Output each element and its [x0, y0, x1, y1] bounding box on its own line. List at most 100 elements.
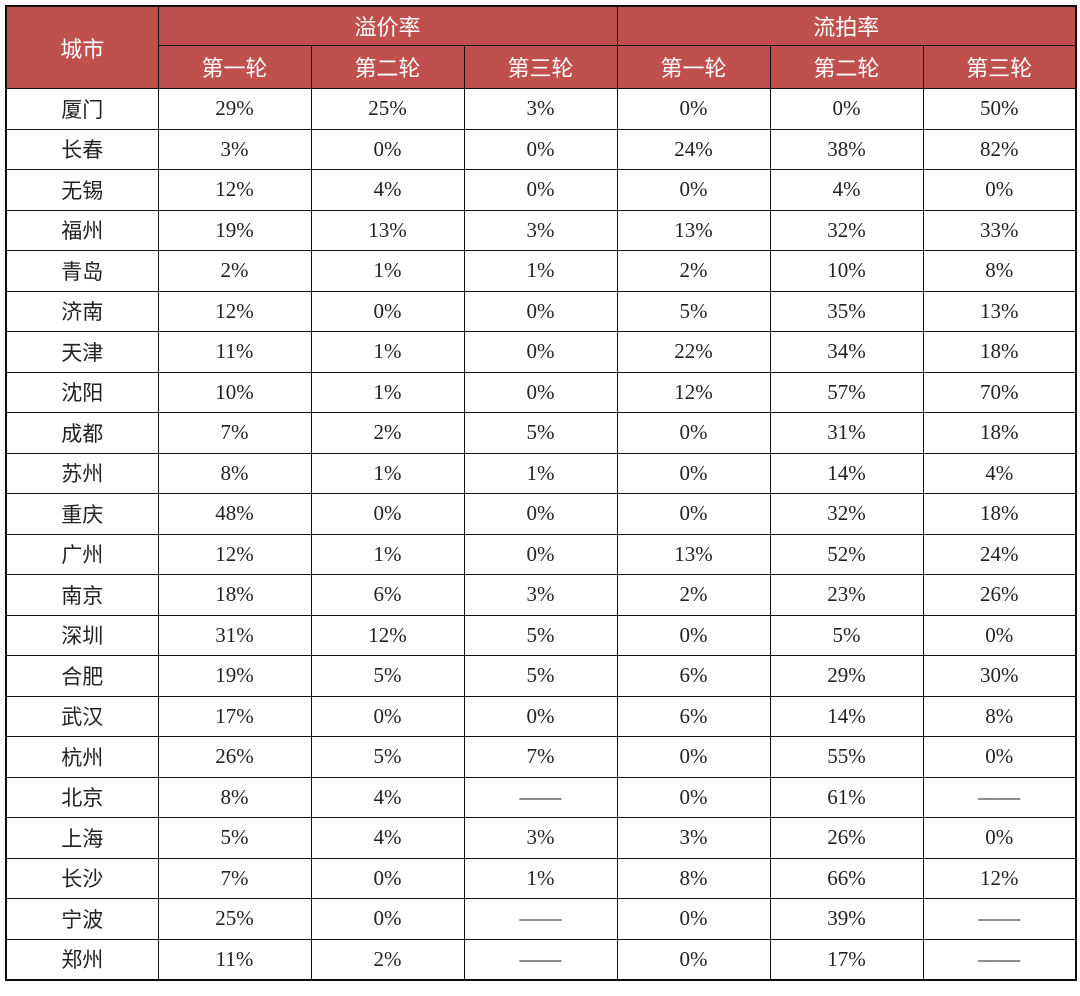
table-row: 广州 12% 1% 0% 13% 52% 24% [5, 533, 1077, 575]
unsold-rate-cell: 0% [616, 169, 771, 211]
unsold-rate-cell: 6% [616, 655, 771, 697]
unsold-rate-cell: 0% [616, 452, 771, 494]
unsold-rate-cell: 57% [769, 371, 924, 413]
unsold-rate-cell: 39% [769, 898, 924, 940]
unsold-rate-cell: 5% [769, 614, 924, 656]
city-cell: 北京 [5, 776, 159, 818]
unsold-rate-cell: 14% [769, 695, 924, 737]
premium-rate-cell: 4% [310, 776, 465, 818]
unsold-rate-cell: 23% [769, 574, 924, 616]
premium-rate-cell: 10% [157, 371, 312, 413]
premium-rate-cell: 13% [310, 209, 465, 251]
table-row: 厦门 29% 25% 3% 0% 0% 50% [5, 88, 1077, 130]
unsold-rate-cell: 18% [922, 493, 1077, 535]
premium-rate-cell: 0% [310, 290, 465, 332]
table-row: 长沙 7% 0% 1% 8% 66% 12% [5, 857, 1077, 899]
premium-rate-cell: 17% [157, 695, 312, 737]
unsold-rate-cell: 0% [616, 776, 771, 818]
premium-rate-cell: 31% [157, 614, 312, 656]
premium-rate-cell: —— [463, 938, 618, 981]
unsold-rate-cell: 0% [616, 614, 771, 656]
unsold-rate-cell: 0% [769, 88, 924, 130]
premium-rate-cell: 1% [310, 371, 465, 413]
premium-rate-cell: 5% [310, 736, 465, 778]
unsold-rate-cell: 0% [616, 736, 771, 778]
table-row: 南京 18% 6% 3% 2% 23% 26% [5, 574, 1077, 616]
premium-rate-cell: 29% [157, 88, 312, 130]
unsold-rate-cell: 8% [922, 695, 1077, 737]
unsold-rate-cell: 8% [922, 250, 1077, 292]
unsold-rate-cell: 32% [769, 209, 924, 251]
premium-rate-cell: 3% [463, 574, 618, 616]
premium-rate-cell: 0% [310, 128, 465, 170]
premium-rate-cell: 12% [157, 290, 312, 332]
premium-rate-cell: 7% [463, 736, 618, 778]
unsold-rate-cell: 70% [922, 371, 1077, 413]
unsold-rate-cell: 0% [616, 88, 771, 130]
premium-rate-cell: 25% [157, 898, 312, 940]
premium-rate-cell: 12% [157, 533, 312, 575]
premium-rate-cell: 5% [463, 655, 618, 697]
unsold-rate-cell: 10% [769, 250, 924, 292]
premium-rate-cell: 1% [463, 857, 618, 899]
auction-rate-table: 城市 溢价率 流拍率 第一轮 第二轮 第三轮 第一轮 第二轮 第三轮 厦门 29%… [5, 5, 1078, 981]
unsold-rate-cell: 13% [616, 533, 771, 575]
table-row: 成都 7% 2% 5% 0% 31% 18% [5, 412, 1077, 454]
table-row: 天津 11% 1% 0% 22% 34% 18% [5, 331, 1077, 373]
premium-rate-cell: 11% [157, 938, 312, 981]
unsold-rate-cell: 0% [922, 817, 1077, 859]
premium-rate-cell: 5% [463, 614, 618, 656]
unsold-rate-cell: 12% [922, 857, 1077, 899]
premium-round-3-header: 第三轮 [463, 45, 618, 89]
city-cell: 武汉 [5, 695, 159, 737]
unsold-rate-cell: 13% [922, 290, 1077, 332]
premium-rate-cell: —— [463, 776, 618, 818]
city-cell: 福州 [5, 209, 159, 251]
premium-rate-cell: 1% [463, 250, 618, 292]
unsold-rate-cell: 13% [616, 209, 771, 251]
unsold-rate-cell: 82% [922, 128, 1077, 170]
table-row: 福州 19% 13% 3% 13% 32% 33% [5, 209, 1077, 251]
table-row: 宁波 25% 0% —— 0% 39% —— [5, 898, 1077, 940]
city-cell: 厦门 [5, 88, 159, 130]
premium-rate-cell: 5% [463, 412, 618, 454]
unsold-rate-cell: 26% [769, 817, 924, 859]
premium-rate-cell: 11% [157, 331, 312, 373]
unsold-round-2-header: 第二轮 [769, 45, 924, 89]
unsold-rate-cell: 0% [922, 614, 1077, 656]
city-cell: 天津 [5, 331, 159, 373]
unsold-rate-cell: 24% [922, 533, 1077, 575]
unsold-rate-cell: 17% [769, 938, 924, 981]
premium-rate-cell: 1% [310, 452, 465, 494]
city-cell: 济南 [5, 290, 159, 332]
premium-rate-cell: 4% [310, 169, 465, 211]
premium-rate-cell: 0% [463, 169, 618, 211]
premium-rate-cell: 12% [310, 614, 465, 656]
unsold-rate-cell: 18% [922, 331, 1077, 373]
city-column-header: 城市 [5, 5, 159, 89]
unsold-rate-cell: 3% [616, 817, 771, 859]
unsold-rate-cell: 55% [769, 736, 924, 778]
premium-rate-cell: 1% [310, 331, 465, 373]
city-cell: 南京 [5, 574, 159, 616]
unsold-rate-cell: 31% [769, 412, 924, 454]
premium-rate-cell: 3% [157, 128, 312, 170]
unsold-rate-cell: 12% [616, 371, 771, 413]
unsold-rate-cell: 2% [616, 574, 771, 616]
table-row: 郑州 11% 2% —— 0% 17% —— [5, 938, 1077, 981]
premium-rate-cell: 8% [157, 776, 312, 818]
premium-rate-cell: 3% [463, 209, 618, 251]
unsold-rate-cell: 2% [616, 250, 771, 292]
unsold-rate-cell: 38% [769, 128, 924, 170]
premium-rate-cell: 19% [157, 209, 312, 251]
premium-rate-cell: 18% [157, 574, 312, 616]
unsold-rate-cell: 0% [616, 938, 771, 981]
table-row: 重庆 48% 0% 0% 0% 32% 18% [5, 493, 1077, 535]
premium-rate-cell: 0% [463, 128, 618, 170]
unsold-rate-cell: 29% [769, 655, 924, 697]
premium-rate-cell: 3% [463, 817, 618, 859]
city-cell: 深圳 [5, 614, 159, 656]
city-cell: 宁波 [5, 898, 159, 940]
premium-rate-cell: 26% [157, 736, 312, 778]
table-row: 济南 12% 0% 0% 5% 35% 13% [5, 290, 1077, 332]
